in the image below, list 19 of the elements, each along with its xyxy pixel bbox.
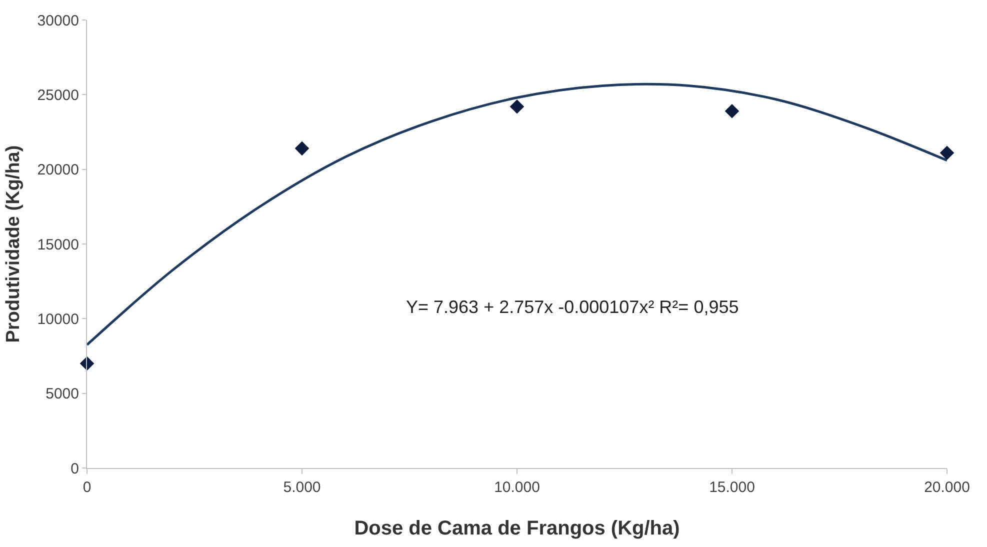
y-tick-label: 30000 bbox=[37, 12, 79, 30]
annotation: Y= 7.963 + 2.757x -0.000107x² R²= 0,955 bbox=[406, 297, 739, 317]
y-tick-label: 15000 bbox=[37, 236, 79, 254]
x-tick-label: 5.000 bbox=[283, 479, 321, 496]
y-tick-label: 25000 bbox=[37, 86, 79, 104]
x-axis-title: Dose de Cama de Frangos (Kg/ha) bbox=[354, 518, 680, 540]
point bbox=[510, 99, 524, 114]
y-tick-label: 0 bbox=[70, 460, 79, 478]
x-tick-label: 0 bbox=[82, 479, 92, 496]
point bbox=[724, 104, 740, 118]
point bbox=[940, 146, 954, 160]
y-tick-label: 20000 bbox=[37, 162, 79, 179]
y-axis-title: Produtividade (Kg/ha) bbox=[3, 145, 24, 343]
point bbox=[294, 141, 310, 156]
y-tick-label: 10000 bbox=[37, 310, 79, 328]
x-tick-label: 20.000 bbox=[924, 479, 970, 496]
x-tick-label: 10.000 bbox=[494, 479, 540, 496]
y-tick-label: 5000 bbox=[46, 386, 79, 403]
x-tick-label: 15.000 bbox=[709, 479, 755, 496]
